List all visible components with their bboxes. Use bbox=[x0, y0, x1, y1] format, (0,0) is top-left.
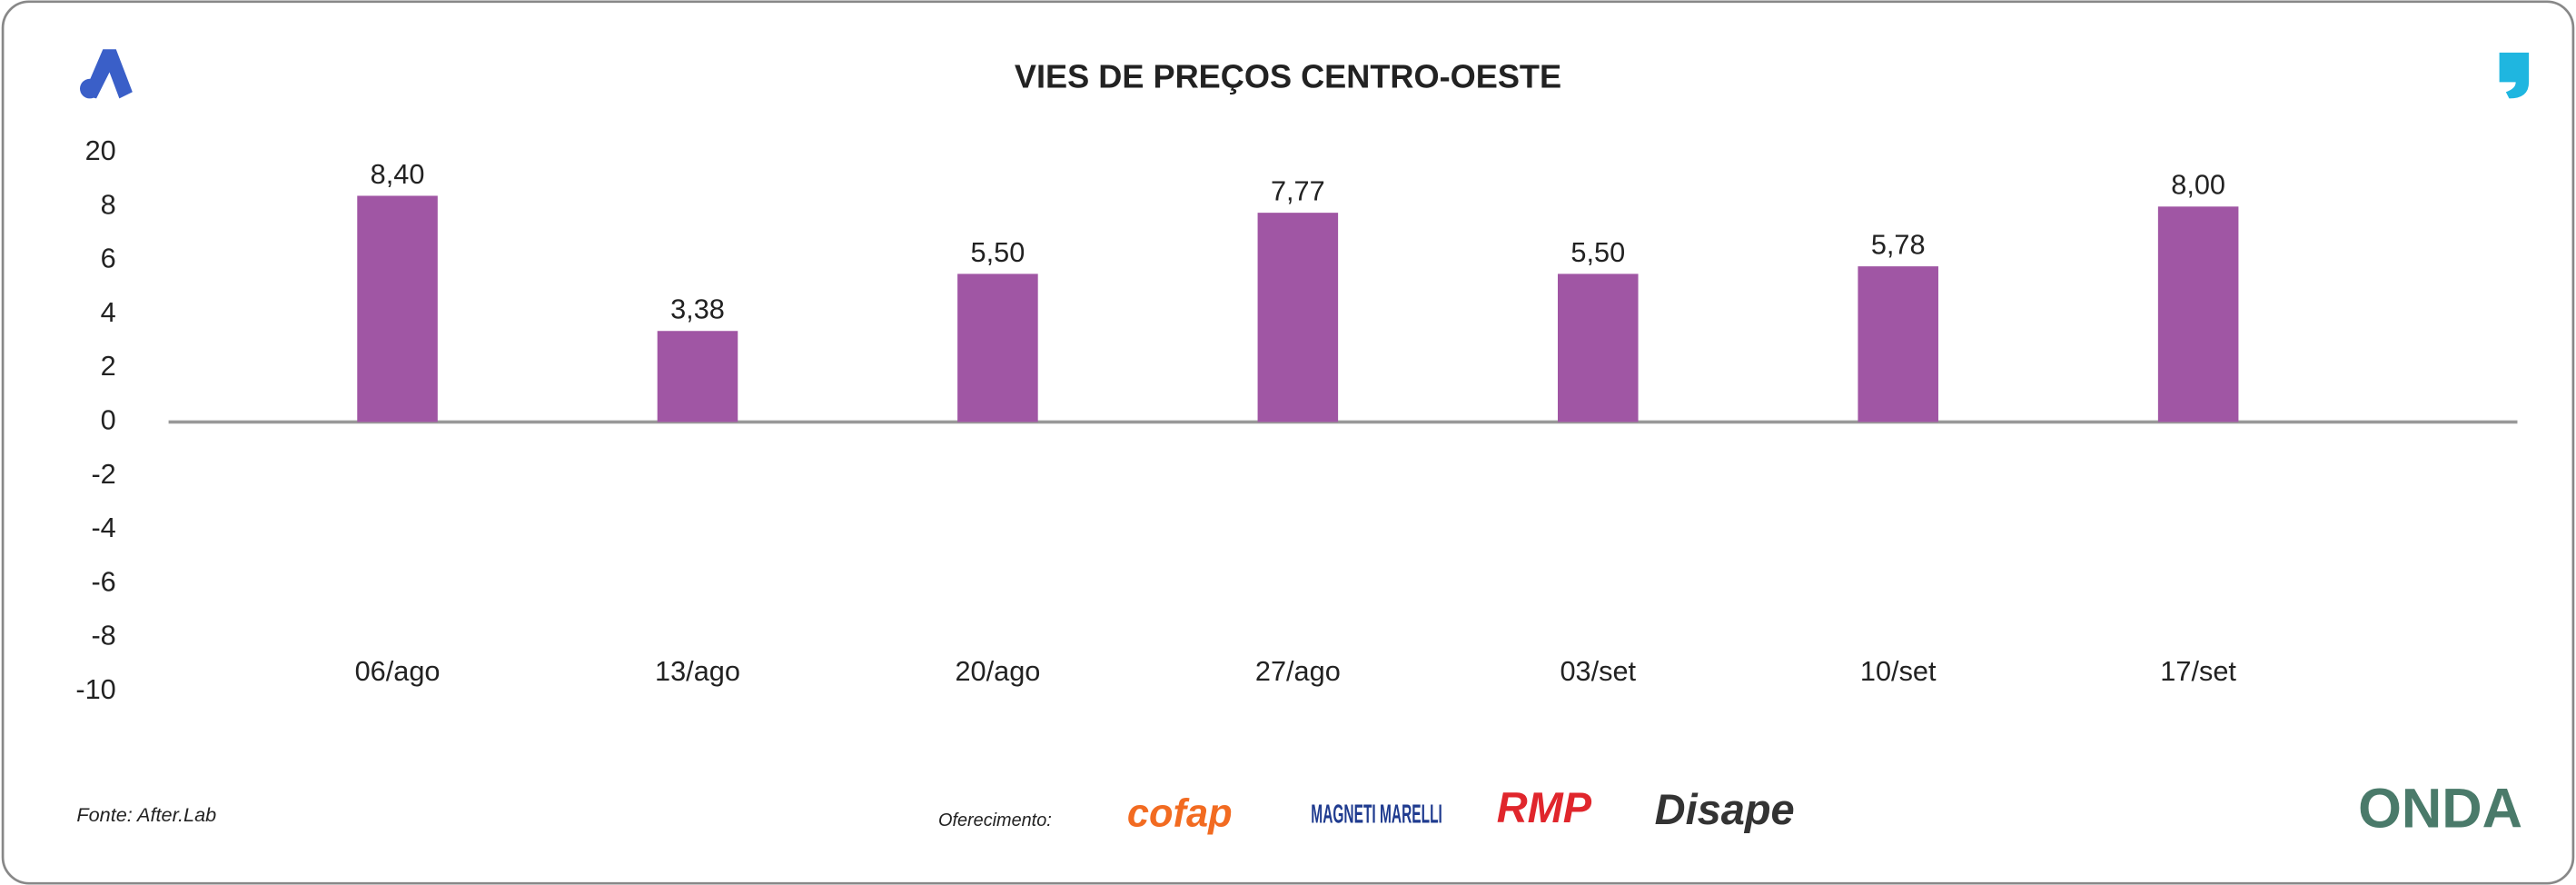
y-tick-label: -6 bbox=[91, 565, 115, 597]
quote-logo bbox=[2499, 52, 2530, 99]
bar bbox=[2157, 206, 2239, 423]
data-label: 3,38 bbox=[670, 293, 725, 325]
x-tick-label: 03/set bbox=[1560, 655, 1636, 687]
bar bbox=[657, 331, 738, 423]
data-label: 8,40 bbox=[371, 158, 425, 190]
x-tick-label: 10/set bbox=[1860, 655, 1937, 687]
bar bbox=[1858, 266, 1938, 423]
data-label: 5,50 bbox=[1570, 236, 1625, 268]
sponsor-logo: cofap bbox=[1127, 792, 1233, 836]
bar bbox=[1257, 213, 1339, 423]
x-tick-label: 17/set bbox=[2160, 655, 2236, 687]
y-tick-label: -4 bbox=[91, 512, 115, 543]
bar bbox=[357, 195, 438, 423]
y-tick-label: 20 bbox=[85, 134, 116, 166]
brand-logo bbox=[80, 49, 133, 99]
y-tick-label: -10 bbox=[75, 673, 115, 705]
bar bbox=[1558, 273, 1639, 423]
sponsor-logo: Disape bbox=[1655, 785, 1795, 833]
x-tick-label: 06/ago bbox=[355, 655, 441, 687]
y-tick-label: -8 bbox=[91, 620, 115, 651]
y-tick-label: 0 bbox=[101, 404, 116, 436]
x-tick-label: 13/ago bbox=[655, 655, 740, 687]
sponsor-logo: ONDA bbox=[2358, 778, 2522, 840]
data-label: 8,00 bbox=[2171, 169, 2225, 201]
sponsor-logo: MAGNETI MARELLI bbox=[1311, 800, 1442, 830]
x-tick-label: 20/ago bbox=[955, 655, 1040, 687]
x-tick-label: 27/ago bbox=[1255, 655, 1341, 687]
bar bbox=[957, 273, 1038, 423]
y-tick-label: 6 bbox=[101, 243, 116, 274]
y-tick-label: -2 bbox=[91, 458, 115, 490]
y-tick-label: 2 bbox=[101, 350, 116, 382]
data-label: 5,50 bbox=[971, 236, 1025, 268]
y-tick-label: 8 bbox=[101, 188, 116, 220]
chart-title: VIES DE PREÇOS CENTRO-OESTE bbox=[1015, 57, 1561, 94]
source: Fonte: After.Lab bbox=[76, 803, 216, 826]
sponsor-label: Oferecimento: bbox=[938, 810, 1052, 830]
data-label: 7,77 bbox=[1271, 175, 1325, 207]
y-tick-label: 4 bbox=[101, 296, 116, 328]
sponsor-logo: RMP bbox=[1497, 783, 1592, 831]
data-label: 5,78 bbox=[1871, 229, 1926, 261]
